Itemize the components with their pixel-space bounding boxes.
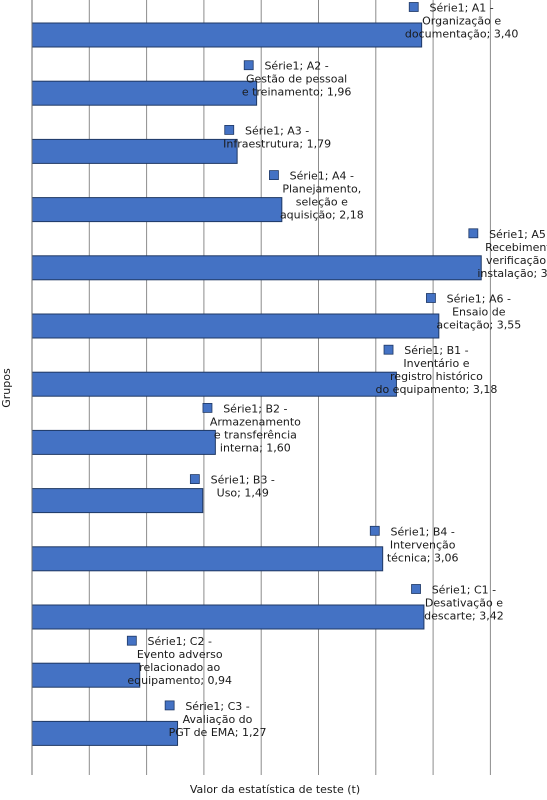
data-label-line: e treinamento; 1,96 — [242, 86, 352, 99]
legend-key-marker — [164, 700, 175, 711]
legend-key-marker — [369, 525, 380, 536]
data-label-line: e transferência — [214, 428, 297, 441]
data-label-line: Planejamento, — [282, 183, 361, 196]
data-label-line: registro histórico — [390, 370, 483, 383]
bar-A5 — [31, 255, 482, 281]
bar-C1 — [31, 604, 425, 630]
data-label-line: Evento adverso — [137, 648, 223, 661]
data-label-line: Ensaio de — [452, 306, 506, 319]
legend-key-marker — [269, 170, 279, 181]
data-label-line: aceitação; 3,55 — [436, 319, 521, 332]
data-label-line: Série1; C3 - — [185, 700, 249, 713]
data-label-line: PGT de EMA; 1,27 — [169, 726, 267, 739]
data-label-line: instalação; 3,92 — [477, 267, 547, 280]
data-label-line: Armazenamento — [210, 415, 301, 428]
bar-C3 — [31, 720, 179, 746]
legend-key-marker — [189, 474, 200, 485]
data-label-line: Série1; C2 - — [147, 635, 211, 648]
bar-C2 — [31, 662, 141, 688]
data-label-line: Série1; B1 - — [404, 344, 468, 357]
bar-B3 — [31, 488, 204, 514]
y-axis-title: Grupos — [0, 368, 13, 408]
data-label-line: Gestão de pessoal — [246, 73, 347, 86]
data-label-line: aquisição; 2,18 — [280, 209, 364, 222]
data-label-line: interna; 1,60 — [220, 441, 291, 454]
bar-B4 — [31, 546, 384, 572]
x-axis-title: Valor da estatística de teste (t) — [190, 783, 360, 796]
bar-A2 — [31, 80, 258, 106]
bars — [31, 22, 482, 746]
data-label-line: relacionado ao — [139, 661, 220, 674]
legend-key-marker — [408, 2, 419, 12]
bar-A3 — [31, 138, 238, 164]
data-label-A4: Série1; A4 -Planejamento,seleção eaquisi… — [269, 170, 364, 222]
bar-A1 — [31, 22, 423, 48]
data-label-line: Avaliação do — [183, 713, 253, 726]
data-label-line: Série1; A4 - — [290, 170, 354, 183]
data-label-line: Série1; B2 - — [223, 402, 287, 415]
data-label-line: Série1; A6 - — [447, 293, 511, 306]
data-label-line: do equipamento; 3,18 — [375, 383, 497, 396]
legend-key-marker — [224, 125, 235, 135]
bar-B2 — [31, 429, 216, 455]
data-label-line: Uso; 1,49 — [217, 487, 269, 500]
data-label-line: Série1; A5 - — [489, 228, 547, 241]
data-label-A3: Série1; A3 -Infraestrutura; 1,79 — [223, 124, 331, 150]
data-label-line: seleção e — [296, 196, 348, 209]
legend-key-marker — [202, 402, 213, 413]
data-label-line: Série1; A2 - — [264, 60, 328, 73]
data-label-line: Recebimento — [485, 241, 547, 254]
legend-key-marker — [468, 228, 479, 239]
data-label-line: Série1; A3 - — [245, 124, 309, 137]
data-label-line: documentação; 3,40 — [405, 28, 518, 41]
data-label-line: Intervenção — [390, 538, 456, 551]
legend-key-marker — [383, 344, 394, 355]
legend-key-marker — [426, 293, 436, 303]
data-label-line: descarte; 3,42 — [424, 610, 504, 623]
legend-key-marker — [243, 60, 254, 71]
legend-key-marker — [411, 584, 421, 594]
data-label-line: equipamento; 0,94 — [127, 674, 232, 687]
data-label-line: Organização e — [422, 15, 501, 28]
legend-key-marker — [126, 635, 137, 646]
data-label-line: Série1; A1 - — [429, 2, 493, 15]
data-label-line: Inventário e — [403, 357, 469, 370]
data-label-line: verificação e — [486, 254, 547, 267]
data-label-A5: Série1; A5 -Recebimentoverificação einst… — [468, 228, 547, 280]
bar-A6 — [31, 313, 440, 339]
data-label-line: Desativação e — [425, 597, 503, 610]
data-label-line: Infraestrutura; 1,79 — [223, 137, 331, 150]
bar-B1 — [31, 371, 397, 397]
data-label-line: Série1; B4 - — [391, 525, 455, 538]
data-label-B3: Série1; B3 -Uso; 1,49 — [189, 474, 275, 500]
data-label-line: técnica; 3,06 — [387, 551, 459, 564]
data-label-line: Série1; B3 - — [211, 474, 275, 487]
data-label-line: Série1; C1 - — [432, 584, 496, 597]
bar-A4 — [31, 197, 283, 223]
